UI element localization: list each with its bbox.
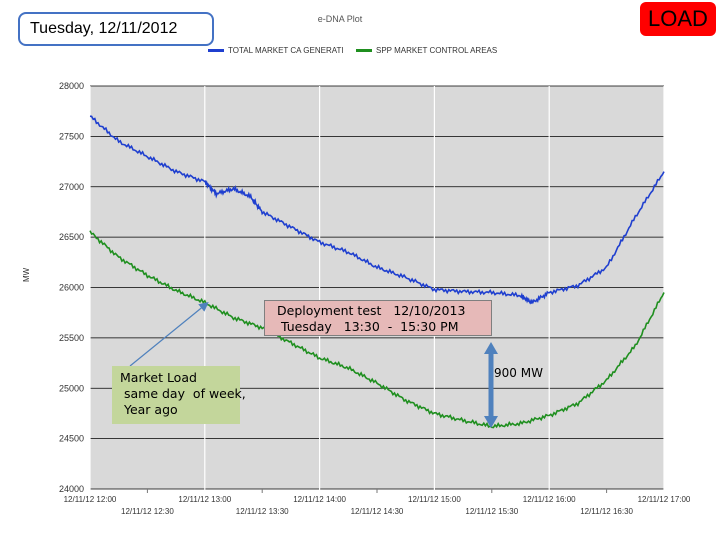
legend-label-total: TOTAL MARKET CA GENERATI (228, 46, 344, 55)
x-tick-label: 12/11/12 12:00 (64, 495, 117, 504)
difference-arrow-bottom (484, 416, 498, 428)
x-tick-label: 12/11/12 14:00 (293, 495, 346, 504)
market-pointer-arrow (129, 301, 209, 367)
market-line-3: Year ago (120, 402, 178, 417)
market-load-annotation: Market Load same day of week, Year ago (112, 366, 246, 424)
x-tick-label: 12/11/12 16:00 (523, 495, 576, 504)
x-tick-label: 12/11/12 15:00 (408, 495, 461, 504)
y-tick-label: 27500 (59, 131, 84, 141)
y-tick-label: 27000 (59, 182, 84, 192)
mw-difference-label: 900 MW (494, 366, 543, 380)
y-tick-label: 28000 (59, 81, 84, 91)
legend-swatch-total (208, 49, 224, 52)
legend-item-total: TOTAL MARKET CA GENERATI (208, 46, 344, 55)
x-minor-tick-label: 12/11/12 16:30 (580, 507, 633, 516)
x-minor-tick-label: 12/11/12 15:30 (465, 507, 518, 516)
chart-title: e-DNA Plot (317, 14, 363, 24)
y-tick-label: 26000 (59, 283, 84, 293)
x-minor-tick-label: 12/11/12 14:30 (351, 507, 404, 516)
deployment-line-1: Deployment test 12/10/2013 (277, 303, 466, 318)
y-tick-label: 25000 (59, 383, 84, 393)
difference-arrow-top (484, 342, 498, 354)
series-spp-line (89, 230, 665, 429)
x-minor-tick-label: 12/11/12 12:30 (121, 507, 174, 516)
y-tick-label: 26500 (59, 232, 84, 242)
market-line-2: same day of week, (120, 386, 246, 401)
deployment-test-annotation: Deployment test 12/10/2013 Tuesday 13:30… (264, 300, 492, 336)
y-tick-label: 25500 (59, 333, 84, 343)
market-line-1: Market Load (120, 370, 197, 385)
load-badge: LOAD (640, 2, 716, 36)
y-tick-label: 24500 (59, 434, 84, 444)
x-tick-label: 12/11/12 13:00 (178, 495, 231, 504)
y-tick-label: 24000 (59, 484, 84, 494)
x-tick-label: 12/11/12 17:00 (638, 495, 691, 504)
date-label: Tuesday, 12/11/2012 (18, 12, 214, 46)
legend-item-spp: SPP MARKET CONTROL AREAS (356, 46, 497, 55)
legend-swatch-spp (356, 49, 372, 52)
y-axis-label: MW (22, 267, 31, 282)
legend-label-spp: SPP MARKET CONTROL AREAS (376, 46, 498, 55)
x-minor-tick-label: 12/11/12 13:30 (236, 507, 289, 516)
deployment-line-2: Tuesday 13:30 - 15:30 PM (277, 319, 459, 334)
series-total-line (89, 115, 665, 305)
